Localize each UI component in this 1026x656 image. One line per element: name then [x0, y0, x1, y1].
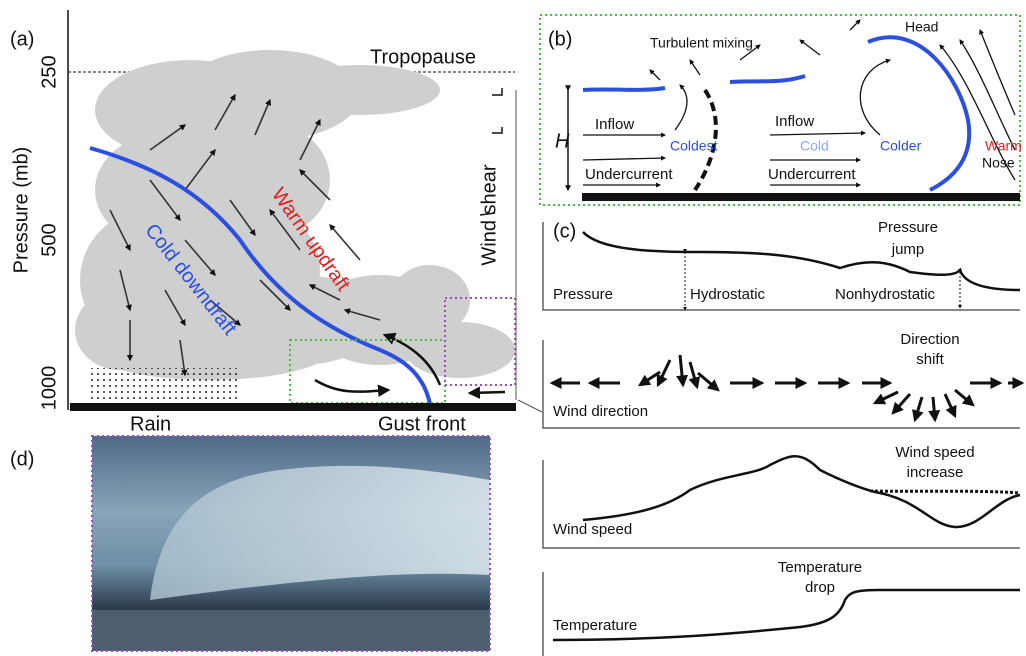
stroke-shape: [893, 394, 910, 413]
stroke-shape: [860, 60, 890, 135]
panel-label: (b): [548, 28, 572, 50]
stroke-shape: [868, 37, 969, 190]
temperature-note: Temperature: [778, 559, 862, 576]
inflow-label: Inflow: [775, 113, 814, 130]
gust-front-label: Gust front: [378, 413, 466, 435]
temperature-note: drop: [805, 579, 835, 596]
panel-label: (c): [553, 220, 576, 242]
stroke-shape: [945, 394, 955, 416]
wind-direction-note: Direction: [900, 331, 959, 348]
stroke-shape: [770, 133, 865, 135]
stroke-shape: [875, 392, 898, 403]
colder-label: Colder: [880, 138, 922, 154]
pressure-note: jump: [891, 241, 925, 258]
wind-direction-label: Wind direction: [553, 403, 648, 420]
panel-d: (d): [10, 436, 490, 651]
axes: [543, 222, 1020, 310]
panel-label: (d): [10, 448, 34, 470]
turbulent-mixing-label: Turbulent mixing: [650, 35, 753, 51]
rain-label: Rain: [130, 413, 171, 435]
stroke-shape: [915, 397, 922, 420]
photo-sea: [92, 610, 490, 651]
connector: [518, 400, 542, 412]
warm-label: Warm: [985, 138, 1022, 154]
panel-c: (c) Pressure Hydrostatic Nonhydrostatic …: [543, 219, 1022, 656]
stroke-shape: [650, 70, 660, 80]
stroke-shape: [980, 30, 1015, 115]
axis-label: 500: [38, 223, 60, 256]
wind-speed-note: increase: [907, 464, 964, 481]
axis-title: Pressure (mb): [10, 147, 32, 274]
axis-label: 250: [38, 55, 60, 88]
undercurrent-label: Undercurrent: [768, 166, 856, 183]
stroke-shape: [470, 392, 505, 393]
stroke-shape: [800, 40, 820, 55]
stroke-shape: [640, 372, 660, 385]
undercurrent-label: Undercurrent: [585, 166, 673, 183]
wind-speed-increase-curve: [870, 491, 1020, 493]
head-label: Head: [905, 19, 938, 35]
stroke-shape: [583, 158, 665, 160]
temperature-label: Temperature: [553, 617, 637, 634]
stroke-shape: [955, 390, 973, 405]
pressure-curve: [583, 232, 1020, 290]
ellipse-shape: [280, 65, 440, 115]
stroke-shape: [315, 380, 388, 392]
panel-label: (a): [10, 28, 34, 50]
nonhydrostatic-label: Nonhydrostatic: [835, 286, 936, 303]
ground: [582, 193, 1020, 201]
stroke-shape: [933, 397, 935, 420]
stroke-shape: [492, 88, 502, 95]
wind-speed-label: Wind speed: [553, 521, 632, 538]
height-label: H: [555, 130, 570, 152]
figure: (a) Tropopause Pressure (mb) 250 500 100…: [0, 0, 1026, 656]
tropopause-label: Tropopause: [370, 46, 476, 68]
pressure-label: Pressure: [553, 286, 613, 303]
wind-shear-label: Wind shear: [478, 164, 500, 265]
axis-label: 1000: [38, 366, 60, 411]
nose-label: Nose: [982, 155, 1015, 171]
cold-label: Cold: [800, 138, 829, 154]
stroke-shape: [850, 20, 860, 30]
stroke-shape: [680, 355, 683, 385]
stroke-shape: [583, 88, 665, 90]
panel-b: (b) Turbulent mixing Head H Inflow Inflo…: [540, 15, 1022, 205]
stroke-shape: [690, 60, 700, 75]
stroke-shape: [690, 362, 697, 387]
coldest-label: Coldest: [670, 138, 718, 154]
stroke-shape: [492, 127, 502, 133]
panel-a: (a) Tropopause Pressure (mb) 250 500 100…: [10, 10, 542, 435]
inflow-label: Inflow: [595, 116, 634, 133]
stroke-shape: [698, 373, 718, 390]
ground: [70, 403, 516, 411]
rain-hatch: [88, 368, 238, 400]
flow-arrows: [583, 20, 1015, 185]
stroke-shape: [730, 76, 805, 82]
ellipse-shape: [405, 322, 515, 378]
wind-direction-note: shift: [916, 351, 944, 368]
stroke-shape: [675, 85, 687, 130]
wind-speed-note: Wind speed: [895, 444, 974, 461]
pressure-note: Pressure: [878, 219, 938, 236]
hydrostatic-label: Hydrostatic: [690, 286, 766, 303]
